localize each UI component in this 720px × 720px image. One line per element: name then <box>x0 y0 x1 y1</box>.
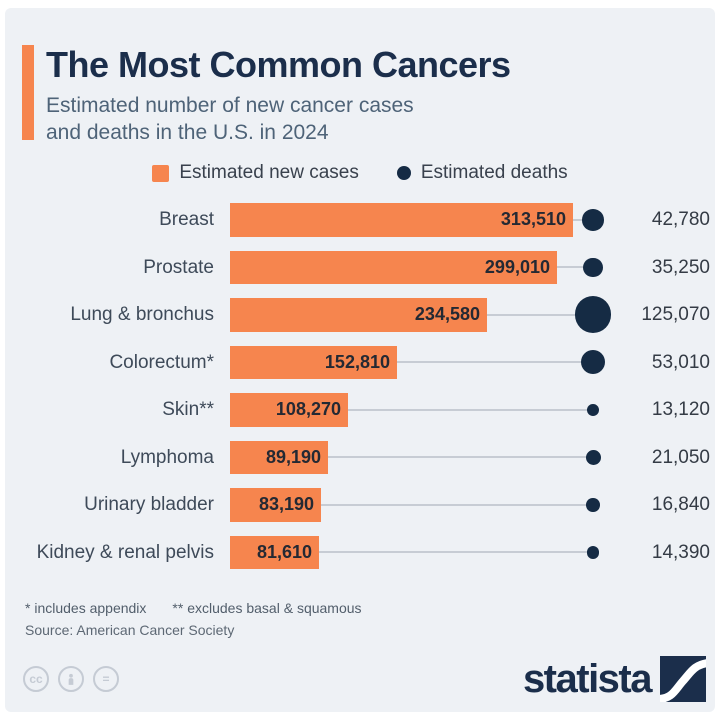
chart-row: Lymphoma 89,190 21,050 <box>0 434 720 482</box>
cases-bar: 83,190 <box>230 488 321 522</box>
deaths-dot <box>585 449 601 465</box>
source-text: Source: American Cancer Society <box>25 622 235 638</box>
deaths-connector-line <box>319 503 593 506</box>
chart-row: Urinary bladder 83,190 16,840 <box>0 481 720 529</box>
deaths-dot <box>582 209 604 231</box>
cases-bar: 108,270 <box>230 393 348 427</box>
cases-value-label: 89,190 <box>265 446 321 467</box>
cc-license-badges: cc = <box>23 666 119 692</box>
cases-bar: 234,580 <box>230 298 487 332</box>
cc-license-icon[interactable]: cc <box>23 666 49 692</box>
deaths-value-label: 21,050 <box>651 446 710 468</box>
deaths-connector-line <box>326 456 593 458</box>
chart-row: Lung & bronchus 234,580 125,070 <box>0 291 720 339</box>
cases-bar: 81,610 <box>230 535 319 569</box>
deaths-connector-line <box>395 361 593 363</box>
category-label: Lung & bronchus <box>70 304 214 325</box>
category-label: Skin** <box>162 399 214 420</box>
chart-row: Prostate 299,010 35,250 <box>0 244 720 292</box>
deaths-value-label: 13,120 <box>651 399 710 420</box>
chart-row: Skin** 108,270 13,120 <box>0 386 720 434</box>
deaths-value-label: 35,250 <box>651 256 710 278</box>
category-label: Kidney & renal pelvis <box>36 541 214 563</box>
cases-bar: 313,510 <box>230 203 573 237</box>
cases-value-label: 83,190 <box>258 494 314 514</box>
deaths-value-label: 125,070 <box>641 304 710 325</box>
deaths-connector-line <box>571 218 593 221</box>
cc-equal-icon[interactable]: = <box>93 666 119 692</box>
cases-value-label: 152,810 <box>324 351 390 372</box>
cases-value-label: 299,010 <box>484 256 550 277</box>
chart-legend: Estimated new cases Estimated deaths <box>0 161 720 185</box>
deaths-value-label: 53,010 <box>651 351 710 373</box>
legend-item-deaths: Estimated deaths <box>396 162 568 184</box>
deaths-value-label: 14,390 <box>651 541 710 563</box>
statista-logo[interactable]: statista <box>523 656 706 702</box>
deaths-dot-icon <box>396 166 411 180</box>
deaths-dot <box>574 296 612 334</box>
new-cases-swatch-icon <box>152 164 170 182</box>
deaths-value-label: 42,780 <box>651 209 710 230</box>
deaths-connector-line <box>485 313 593 316</box>
chart-subtitle: Estimated number of new cancer cases and … <box>46 92 606 146</box>
chart-row: Breast 313,510 42,780 <box>0 196 720 244</box>
legend-item-new-cases: Estimated new cases <box>152 162 359 184</box>
deaths-dot <box>586 546 600 559</box>
footnote-line: * includes appendix ** excludes basal & s… <box>25 600 362 616</box>
chart-row: Colorectum* 152,810 53,010 <box>0 339 720 387</box>
category-label: Colorectum* <box>109 351 214 373</box>
footnote-appendix: * includes appendix <box>25 600 147 616</box>
subtitle-line-1: Estimated number of new cancer cases <box>46 94 414 117</box>
subtitle-line-2: and deaths in the U.S. in 2024 <box>46 121 329 144</box>
cases-bar: 152,810 <box>230 345 397 379</box>
page-title: The Most Common Cancers <box>46 44 511 85</box>
category-label: Prostate <box>143 256 214 278</box>
deaths-dot <box>581 350 605 375</box>
category-label: Lymphoma <box>120 446 214 468</box>
category-label: Breast <box>159 209 214 230</box>
footnote-skin: ** excludes basal & squamous <box>172 600 362 616</box>
deaths-connector-line <box>346 408 593 411</box>
deaths-value-label: 16,840 <box>651 494 710 515</box>
cases-bar: 299,010 <box>230 250 557 284</box>
cases-bar: 89,190 <box>230 440 328 474</box>
cases-value-label: 81,610 <box>256 541 312 562</box>
deaths-connector-line <box>317 551 593 553</box>
statista-logo-mark-icon <box>660 656 706 702</box>
deaths-dot <box>583 257 603 277</box>
cc-attribution-icon[interactable] <box>58 666 84 692</box>
category-label: Urinary bladder <box>84 494 214 515</box>
cases-value-label: 313,510 <box>500 209 566 229</box>
title-accent-bar <box>22 45 34 140</box>
bar-chart: Breast 313,510 42,780 Prostate 299,010 35,250… <box>0 196 720 576</box>
statista-logo-text: statista <box>522 657 653 701</box>
deaths-dot <box>586 498 600 512</box>
person-icon <box>68 673 74 685</box>
cases-value-label: 234,580 <box>414 304 480 324</box>
legend-deaths-label: Estimated deaths <box>420 162 568 183</box>
legend-new-cases-label: Estimated new cases <box>179 162 359 183</box>
deaths-connector-line <box>555 266 593 268</box>
deaths-dot <box>587 403 599 416</box>
chart-row: Kidney & renal pelvis 81,610 14,390 <box>0 529 720 577</box>
cases-value-label: 108,270 <box>275 399 341 419</box>
